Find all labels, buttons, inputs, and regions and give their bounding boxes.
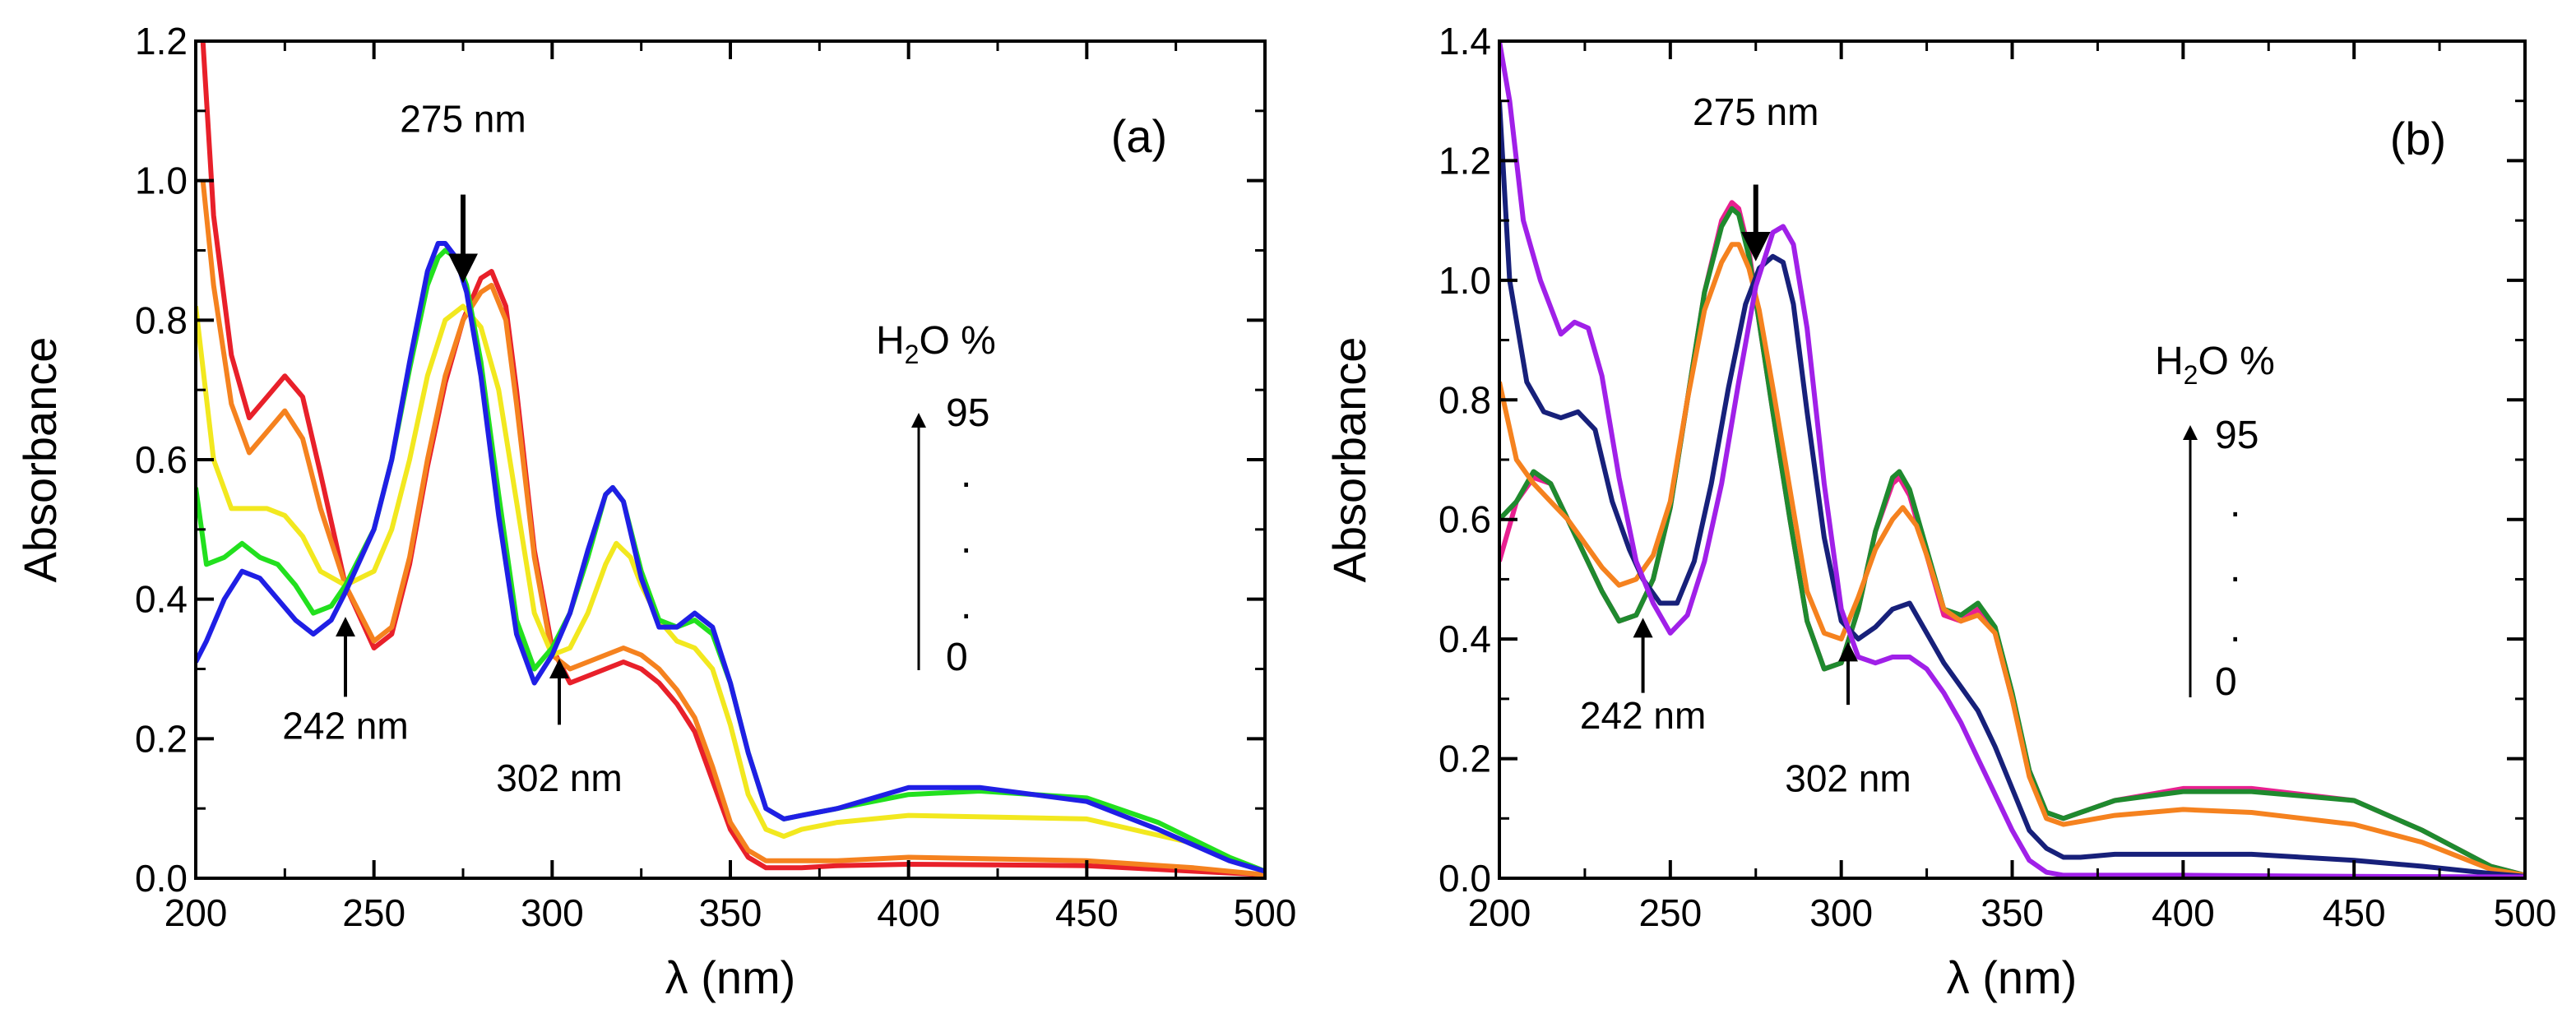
legend-dot: .: [961, 452, 971, 496]
series-line-orange: [200, 180, 1265, 877]
series-line-orange: [1499, 242, 2525, 878]
x-tick-label: 200: [164, 891, 228, 934]
y-tick-label: 1.2: [135, 20, 188, 62]
chart-panel-a: 200 250 300 350 400 450 500 0.0 0.2 0.4 0.6 0.8 1.0 1…: [14, 20, 1296, 1003]
legend-bottom-value: 0: [946, 636, 968, 679]
y-axis-label: Absorbance: [1323, 337, 1375, 583]
annotation-label: 302 nm: [1785, 757, 1911, 800]
y-tick-label: 0.8: [1439, 378, 1491, 421]
y-tick-label: 0.0: [135, 857, 188, 900]
x-tick-label: 450: [1055, 891, 1119, 934]
chart-panel-b: 200 250 300 350 400 450 500 0.0 0.2 0.4 0.6 0.8 1.0 1…: [1323, 20, 2556, 1003]
x-tick-label: 400: [877, 891, 940, 934]
series-line-purple: [1499, 41, 2525, 878]
y-tick-label: 0.0: [1439, 857, 1491, 900]
x-tick-label: 400: [2152, 891, 2215, 934]
y-tick-label: 1.4: [1439, 20, 1491, 62]
series-line-navy: [1499, 100, 2525, 878]
legend-dot: .: [961, 584, 971, 627]
y-tick-label: 0.8: [135, 298, 188, 341]
legend-title: H2O %: [876, 319, 996, 369]
x-tick-label: 300: [1809, 891, 1873, 934]
annotation-label: 302 nm: [496, 757, 622, 799]
legend-title: H2O %: [2155, 340, 2275, 390]
legend-dot: .: [2230, 547, 2240, 590]
x-axis-label: λ (nm): [1947, 951, 2078, 1003]
y-tick-label: 0.2: [1439, 738, 1491, 780]
panel-label: (b): [2390, 113, 2446, 164]
y-tick-label: 0.6: [135, 438, 188, 481]
x-tick-label: 300: [521, 891, 584, 934]
x-tick-label: 250: [1638, 891, 1702, 934]
legend-dot: .: [2230, 482, 2240, 525]
x-tick-label: 350: [699, 891, 762, 934]
legend-top-value: 95: [2215, 414, 2259, 457]
x-tick-label: 200: [1468, 891, 1531, 934]
y-tick-label: 1.0: [1439, 259, 1491, 302]
x-axis-label: λ (nm): [665, 951, 796, 1003]
x-tick-label: 500: [1234, 891, 1297, 934]
series-line-yellow: [196, 303, 1265, 874]
legend-dot: .: [961, 518, 971, 562]
y-tick-label: 0.4: [135, 578, 188, 621]
series-line-green: [1499, 206, 2525, 878]
series-group: [196, 41, 1265, 877]
annotation-label: 242 nm: [282, 704, 408, 747]
y-axis-label: Absorbance: [14, 337, 66, 583]
y-tick-label: 0.2: [135, 717, 188, 760]
y-tick-label: 0.4: [1439, 618, 1491, 660]
legend-top-value: 95: [946, 391, 989, 435]
x-tick-label: 250: [342, 891, 405, 934]
series-line-blue: [196, 241, 1265, 874]
x-tick-label: 350: [1981, 891, 2044, 934]
annotation-label: 242 nm: [1580, 694, 1706, 737]
panel-label: (a): [1111, 110, 1167, 162]
x-tick-label: 450: [2323, 891, 2386, 934]
series-group: [1499, 41, 2525, 878]
legend-dot: .: [2230, 607, 2240, 650]
x-tick-label: 500: [2494, 891, 2557, 934]
annotation-label: 275 nm: [400, 97, 526, 140]
y-tick-label: 0.6: [1439, 498, 1491, 541]
y-tick-label: 1.0: [135, 160, 188, 202]
legend-bottom-value: 0: [2215, 660, 2237, 704]
annotation-label: 275 nm: [1693, 90, 1818, 133]
y-tick-label: 1.2: [1439, 139, 1491, 182]
